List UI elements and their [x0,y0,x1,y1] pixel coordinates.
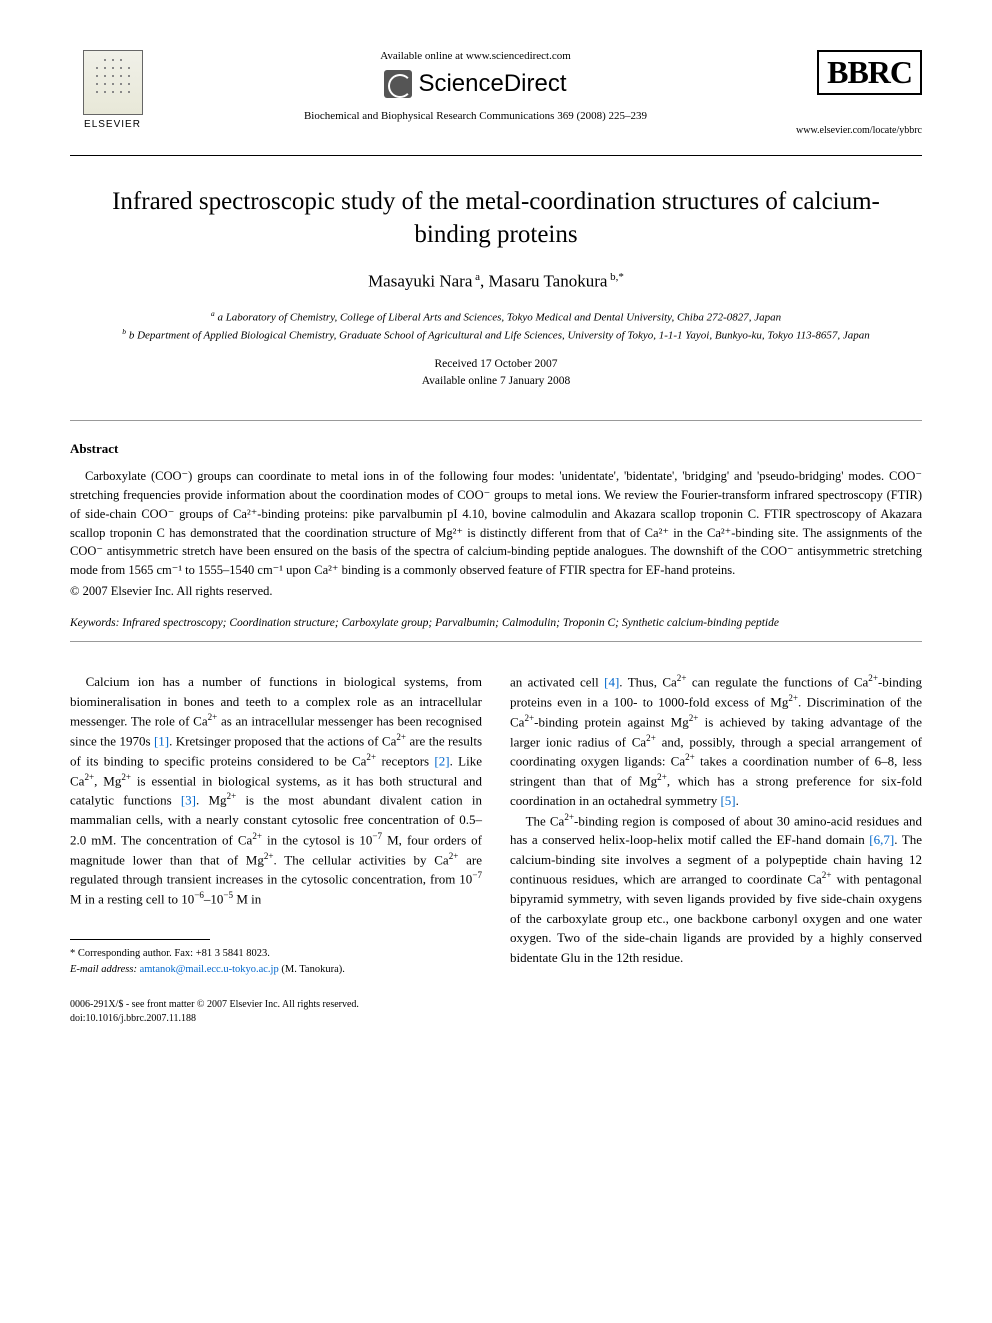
body-paragraph-3: The Ca2+-binding region is composed of a… [510,811,922,968]
author-2: Masaru Tanokura [489,272,608,291]
body-columns: Calcium ion has a number of functions in… [70,672,922,977]
journal-url[interactable]: www.elsevier.com/locate/ybbrc [796,125,922,136]
abstract-heading: Abstract [70,441,922,457]
page: ELSEVIER Available online at www.science… [0,0,992,1066]
keywords: Keywords: Infrared spectroscopy; Coordin… [70,615,922,631]
sciencedirect-icon [384,70,412,98]
dates: Received 17 October 2007 Available onlin… [70,356,922,391]
bbrc-box: BBRC www.elsevier.com/locate/ybbrc [796,50,922,136]
corresponding-author: * Corresponding author. Fax: +81 3 5841 … [70,946,482,962]
sciencedirect-label: ScienceDirect [418,70,566,98]
elsevier-label: ELSEVIER [84,119,141,130]
ref-link-5[interactable]: [5] [720,793,735,808]
received-date: Received 17 October 2007 [70,356,922,373]
abstract-text: Carboxylate (COO⁻) groups can coordinate… [70,467,922,580]
affiliation-a: a a Laboratory of Chemistry, College of … [100,308,892,326]
affiliations: a a Laboratory of Chemistry, College of … [100,308,892,344]
article-title: Infrared spectroscopic study of the meta… [110,186,882,251]
author-1-affil: a [472,271,480,283]
elsevier-tree-icon [83,50,143,115]
sciencedirect-row: ScienceDirect [155,70,796,98]
available-date: Available online 7 January 2008 [70,373,922,390]
ref-link-2[interactable]: [2] [434,753,449,768]
affiliation-b: b b Department of Applied Biological Che… [100,326,892,344]
affiliation-a-text: a Laboratory of Chemistry, College of Li… [217,311,781,323]
column-left: Calcium ion has a number of functions in… [70,672,482,977]
footnote-block: * Corresponding author. Fax: +81 3 5841 … [70,946,482,978]
journal-citation: Biochemical and Biophysical Research Com… [155,110,796,122]
author-1: Masayuki Nara [368,272,472,291]
body-paragraph-2: an activated cell [4]. Thus, Ca2+ can re… [510,672,922,810]
body-paragraph-1: Calcium ion has a number of functions in… [70,672,482,909]
ref-link-4[interactable]: [4] [604,674,619,689]
email-label: E-mail address: [70,964,137,975]
ref-link-1[interactable]: [1] [154,733,169,748]
header-divider [70,155,922,156]
ref-link-67[interactable]: [6,7] [869,832,894,847]
column-right: an activated cell [4]. Thus, Ca2+ can re… [510,672,922,977]
email-address[interactable]: amtanok@mail.ecc.u-tokyo.ac.jp [140,964,279,975]
elsevier-logo: ELSEVIER [70,50,155,145]
abstract-top-divider [70,420,922,421]
footer-line-1: 0006-291X/$ - see front matter © 2007 El… [70,998,922,1012]
center-header: Available online at www.sciencedirect.co… [155,50,796,122]
email-line: E-mail address: amtanok@mail.ecc.u-tokyo… [70,962,482,978]
ref-link-3[interactable]: [3] [181,793,196,808]
footnote-divider [70,939,210,940]
header-row: ELSEVIER Available online at www.science… [70,50,922,145]
affiliation-b-text: b Department of Applied Biological Chemi… [129,329,870,341]
email-suffix: (M. Tanokura). [281,964,345,975]
keywords-text: Infrared spectroscopy; Coordination stru… [122,617,779,629]
footer-line-2: doi:10.1016/j.bbrc.2007.11.188 [70,1012,922,1026]
abstract-bottom-divider [70,641,922,642]
footer: 0006-291X/$ - see front matter © 2007 El… [70,998,922,1026]
abstract-copyright: © 2007 Elsevier Inc. All rights reserved… [70,584,922,599]
available-online-text: Available online at www.sciencedirect.co… [155,50,796,62]
authors: Masayuki Nara a, Masaru Tanokura b,* [70,271,922,292]
keywords-label: Keywords: [70,617,119,629]
author-2-affil: b,* [607,271,624,283]
bbrc-logo: BBRC [817,50,922,95]
